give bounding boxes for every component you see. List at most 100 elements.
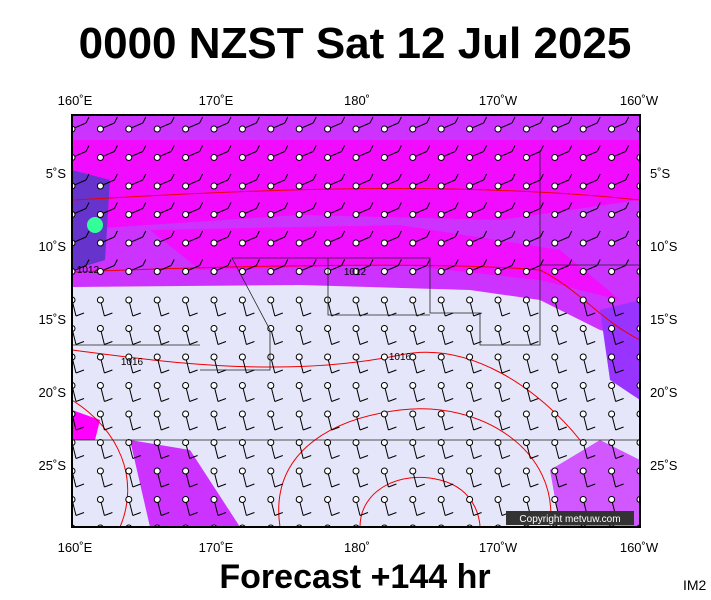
barb-flag (501, 426, 511, 431)
barb-station (295, 125, 303, 133)
barb-station (182, 467, 190, 475)
lon-label-bottom: 160˚W (620, 540, 659, 555)
barb-flag (359, 426, 369, 431)
barb-flag (587, 483, 596, 488)
barb-station (238, 439, 246, 446)
barb-flag (312, 173, 317, 181)
barb-station (324, 154, 332, 161)
barb-flag (369, 116, 374, 124)
barb-flag (568, 259, 573, 266)
barb-flag (255, 259, 260, 266)
barb-flag (217, 398, 227, 402)
barb-station (437, 439, 445, 446)
barb-station (494, 410, 502, 418)
rain-band (550, 440, 640, 527)
barb-flag (416, 455, 425, 459)
barb-flag (75, 483, 85, 488)
barb-flag (473, 512, 482, 516)
barb-flag (341, 145, 346, 152)
barb-station (267, 353, 275, 361)
barb-station (125, 268, 133, 275)
barb-flag (113, 259, 118, 266)
barb-station (210, 496, 218, 503)
barb-flag (199, 173, 204, 181)
barb-station (466, 154, 474, 161)
barb-station (466, 467, 474, 475)
barb-station (210, 211, 218, 218)
barb-station (608, 268, 616, 275)
barb-station (182, 382, 190, 389)
barb-flag (246, 483, 255, 488)
barb-flag (142, 230, 147, 238)
barb-flag (558, 483, 567, 488)
lat-label-right: 15˚S (650, 312, 678, 327)
barb-flag (284, 173, 289, 181)
lon-label-top: 180˚ (344, 93, 370, 108)
barb-flag (426, 145, 431, 152)
barb-flag (397, 116, 402, 124)
isobar-label: 1016 (389, 352, 412, 363)
barb-flag (85, 173, 90, 181)
barb-flag (331, 455, 340, 459)
barb-station (153, 382, 161, 389)
barb-staff (299, 528, 303, 544)
barb-station (437, 154, 445, 161)
barb-flag (416, 426, 425, 431)
barb-flag (539, 173, 544, 181)
barb-station (153, 439, 161, 446)
barb-flag (189, 369, 198, 374)
barb-flag (359, 455, 369, 459)
barb-station (153, 239, 161, 247)
barb-flag (113, 230, 118, 238)
barb-flag (568, 116, 573, 124)
barb-flag (530, 341, 539, 345)
barb-station (238, 410, 246, 418)
barb-flag (85, 116, 90, 124)
barb-station (125, 439, 133, 446)
barb-station (96, 382, 104, 389)
barb-station (96, 182, 104, 190)
barb-station (267, 410, 275, 418)
barb-station (352, 296, 360, 304)
barb-station (324, 353, 332, 361)
barb-station (352, 239, 360, 247)
barb-flag (445, 483, 454, 488)
barb-flag (284, 116, 289, 124)
barb-station (267, 239, 275, 247)
barb-station (96, 439, 104, 446)
barb-station (295, 239, 303, 247)
barb-station (522, 296, 530, 304)
isobar (278, 408, 552, 527)
map-frame (71, 114, 641, 528)
barb-flag (473, 369, 482, 374)
barb-station (96, 296, 104, 304)
barb-station (324, 410, 332, 418)
barb-station (409, 410, 417, 418)
barb-station (352, 211, 360, 218)
barb-station (551, 410, 559, 418)
barb-flag (369, 230, 374, 238)
barb-station (437, 496, 445, 503)
barb-flag (341, 230, 346, 238)
barb-station (522, 125, 530, 133)
barb-station (238, 154, 246, 161)
barb-station (551, 467, 559, 475)
barb-flag (596, 202, 601, 209)
barb-flag (312, 116, 317, 124)
barb-flag (75, 369, 85, 374)
barb-flag (568, 202, 573, 209)
barb-station (380, 182, 388, 190)
barb-station (494, 182, 502, 190)
barb-flag (369, 145, 374, 152)
barb-flag (473, 426, 482, 431)
barb-flag (161, 369, 170, 374)
barb-flag (359, 398, 369, 402)
barb-flag (227, 202, 232, 209)
barb-flag (615, 426, 624, 431)
barb-station (608, 154, 616, 161)
barb-station (125, 325, 133, 332)
lat-label-right: 10˚S (650, 239, 678, 254)
barb-flag (332, 541, 340, 544)
barb-flag (312, 145, 317, 152)
barb-staff (639, 213, 640, 215)
